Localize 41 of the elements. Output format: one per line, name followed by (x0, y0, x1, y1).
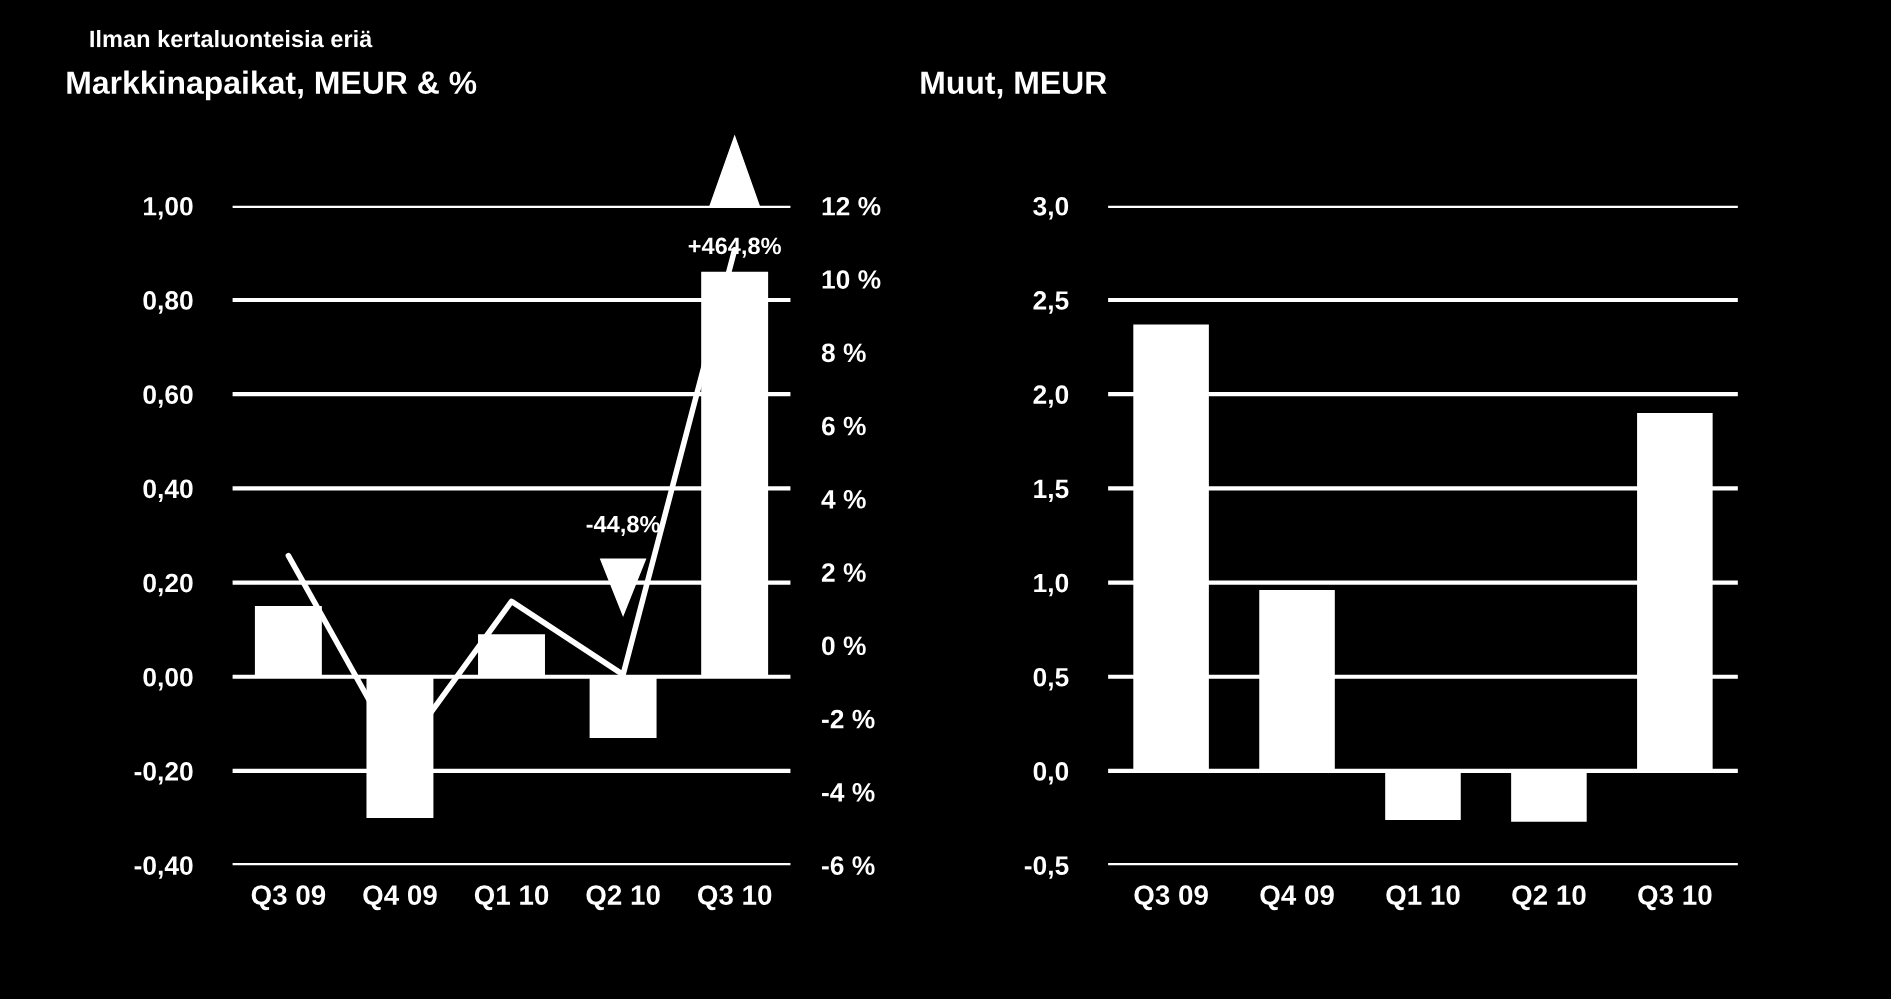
y-tick-label: 1,00 (144, 196, 193, 220)
y-tick-label: -0,40 (134, 856, 193, 879)
y2-tick-label: 2 % (821, 563, 866, 582)
chart-title: Markkinapaikat, MEUR & % (67, 70, 477, 101)
y-tick-label: 3,0 (1033, 196, 1069, 220)
y2-tick-label: 6 % (821, 416, 866, 436)
x-tick-label: Q3 10 (1638, 885, 1712, 911)
x-tick-label: Q4 09 (363, 885, 437, 911)
x-tick-label: Q1 10 (1386, 885, 1460, 911)
y2-tick-label: -4 % (822, 783, 875, 802)
y-tick-label: 0,20 (143, 573, 193, 597)
y2-tick-label: -6 % (822, 856, 875, 875)
y-tick-label: 0,80 (143, 291, 193, 314)
y-tick-label: 2,0 (1033, 385, 1069, 408)
annotation: +464,8% (688, 237, 781, 258)
annotation: -44,8% (586, 515, 660, 536)
y-tick-label: 0,60 (143, 385, 193, 408)
x-tick-label: Q1 10 (474, 885, 549, 911)
y-tick-label: -0,5 (1024, 856, 1069, 879)
y-tick-label: 0,0 (1033, 762, 1069, 785)
x-tick-label: Q2 10 (586, 885, 660, 911)
x-tick-label: Q2 10 (1512, 885, 1586, 911)
x-tick-label: Q4 09 (1260, 885, 1334, 911)
y2-tick-label: -2 % (822, 709, 875, 729)
x-tick-label: Q3 10 (697, 885, 772, 911)
y-tick-label: -0,20 (134, 762, 193, 785)
y2-tick-label: 4 % (821, 490, 866, 509)
y-tick-label: 0,40 (143, 479, 193, 503)
y-tick-label: 0,5 (1033, 667, 1069, 691)
y2-tick-label: 10 % (822, 270, 881, 289)
y-tick-label: 1,5 (1034, 479, 1069, 503)
x-tick-label: Q3 09 (251, 885, 326, 911)
y2-tick-label: 8 % (821, 343, 866, 363)
y2-tick-label: 0 % (822, 636, 866, 656)
y2-tick-label: 12 % (822, 196, 881, 216)
chart-subtitle: Ilman kertaluonteisia eriä (90, 29, 373, 48)
y-tick-label: 1,0 (1034, 573, 1069, 597)
y-tick-label: 0,00 (143, 667, 193, 691)
x-tick-label: Q3 09 (1134, 885, 1208, 911)
y-tick-label: 2,5 (1033, 291, 1069, 314)
chart-title: Muut, MEUR (921, 71, 1107, 99)
